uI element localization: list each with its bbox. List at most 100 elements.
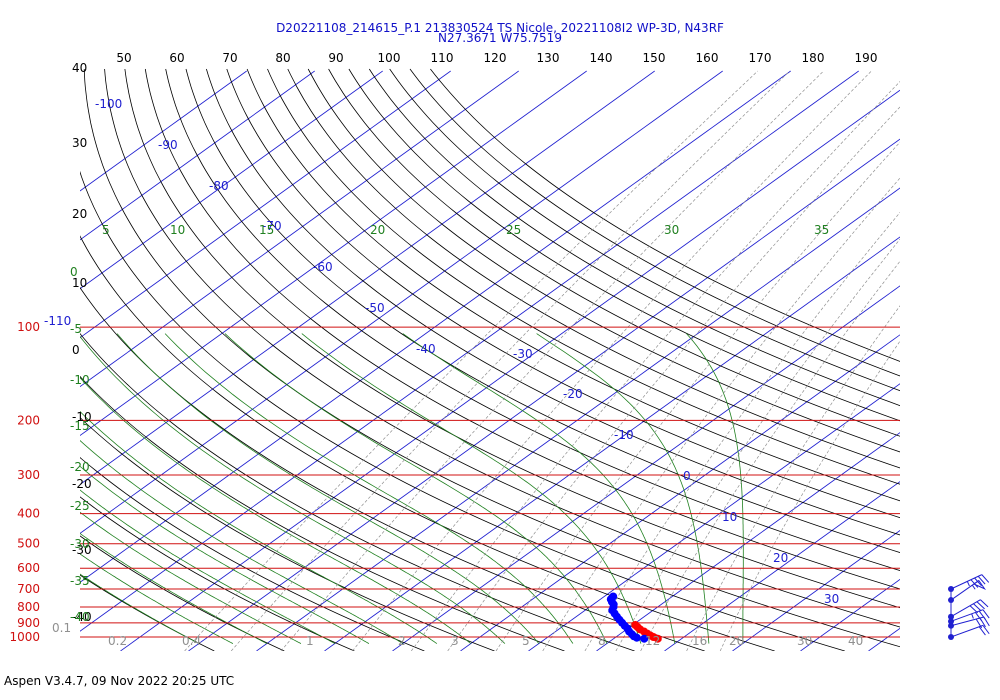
- isotherm-line: [460, 334, 900, 651]
- moist-adiabat-line: [80, 335, 506, 644]
- dry-adiabat-line: [307, 68, 900, 453]
- chart-subtitle: N27.3671 W75.7519: [438, 31, 562, 45]
- wind-barb-flag: [982, 609, 990, 619]
- isotherm-inline-label: -60: [313, 260, 333, 274]
- mixing-ratio-label: 16: [692, 634, 707, 648]
- isotherm-top-label: 170: [749, 51, 772, 65]
- moist-adiabat-line: [80, 489, 336, 644]
- moist-adiabat-line: [80, 573, 200, 644]
- isotherm-inline-label: -40: [416, 342, 436, 356]
- isotherm-top-label: 130: [537, 51, 560, 65]
- wind-barb-staff: [950, 609, 984, 622]
- wind-barb: [948, 574, 990, 592]
- isotherm-line: [80, 70, 451, 339]
- pressure-label-700: 700: [17, 582, 40, 596]
- moist-adiabat-top-label: 30: [664, 223, 679, 237]
- mixing-ratio-label: 0.1: [52, 621, 71, 635]
- left-isotherm-label: -10: [72, 410, 92, 424]
- isotherm-line: [732, 530, 900, 651]
- left-isotherm-label: 10: [72, 276, 87, 290]
- isotherm-inline-label: 0: [683, 469, 691, 483]
- isotherm-line: [80, 70, 723, 534]
- dry-adiabat-line: [144, 68, 900, 590]
- moist-adiabat-line: [80, 511, 302, 644]
- wind-barb-staff: [950, 624, 984, 638]
- isotherm-inline-label: 20: [773, 551, 788, 565]
- wind-barb-flag: [973, 603, 982, 612]
- moist-adiabat-line: [402, 333, 676, 644]
- isotherm-inline-label: -10: [614, 428, 634, 442]
- wind-barb-flag: [982, 625, 990, 635]
- isotherm-inline-label: -100: [95, 97, 122, 111]
- isotherm-inline-label: -30: [513, 347, 533, 361]
- wind-barb-pennant: [972, 579, 987, 590]
- dry-adiabat-line: [409, 68, 900, 377]
- pressure-label-500: 500: [17, 537, 40, 551]
- moist-adiabat-left-label: 0: [70, 265, 78, 279]
- isotherm-inline-label: -70: [262, 219, 282, 233]
- pressure-label-extra: -110: [44, 314, 71, 328]
- moist-adiabat-line: [80, 553, 234, 644]
- wind-barb-flag: [976, 601, 985, 610]
- isotherm-line: [80, 70, 519, 388]
- dewpoint-point: [640, 634, 649, 643]
- pressure-label-200: 200: [17, 413, 40, 427]
- isotherm-line: [80, 70, 247, 192]
- mixing-ratio-label: 5: [522, 634, 530, 648]
- temperature-point: [631, 621, 640, 629]
- isotherm-top-label: 50: [116, 51, 131, 65]
- dry-adiabat-line: [328, 68, 900, 437]
- isotherm-line: [324, 236, 900, 651]
- moist-adiabat-line: [116, 333, 540, 644]
- moist-adiabat-line: [686, 333, 744, 644]
- moist-adiabat-left-label: -30: [70, 537, 90, 551]
- moist-adiabat-top-label: 20: [370, 223, 385, 237]
- mixing-ratio-label: 40: [848, 634, 863, 648]
- isotherm-line: [868, 627, 900, 651]
- moist-adiabat-top-label: 10: [170, 223, 185, 237]
- isotherm-inline-label: -20: [563, 387, 583, 401]
- dry-adiabat-line: [226, 68, 900, 519]
- isotherm-top-label: 90: [328, 51, 343, 65]
- isotherm-line: [80, 70, 859, 632]
- mixing-ratio-line: [584, 211, 900, 651]
- dry-adiabat-line: [165, 68, 900, 571]
- isotherm-line: [80, 70, 315, 241]
- moist-adiabat-line: [80, 532, 268, 644]
- isotherm-line: [800, 578, 900, 651]
- pressure-label-400: 400: [17, 507, 40, 521]
- mixing-ratio-line: [230, 70, 790, 651]
- profile-layer: [606, 592, 662, 643]
- wind-barb: [948, 579, 987, 604]
- left-isotherm-label: 20: [72, 207, 87, 221]
- pressure-label-900: 900: [17, 616, 40, 630]
- dewpoint-point: [609, 592, 618, 601]
- isotherm-top-label: 110: [431, 51, 454, 65]
- mixing-ratio-label: 12: [645, 634, 660, 648]
- pressure-label-1000: 1000: [9, 630, 40, 644]
- mixing-ratio-line: [352, 70, 872, 651]
- left-isotherm-label: 0: [72, 343, 80, 357]
- mixing-ratio-line: [542, 177, 900, 651]
- wind-barb-half-flag: [971, 584, 976, 590]
- moist-adiabat-left-label: -40: [70, 610, 90, 624]
- mixing-ratio-label: 1: [306, 634, 314, 648]
- wind-barb-staff: [950, 599, 981, 618]
- isotherm-line: [528, 383, 900, 651]
- wind-barb-flag: [974, 577, 982, 587]
- isotherm-line: [188, 138, 900, 651]
- dry-adiabat-line: [80, 535, 285, 651]
- moist-adiabat-top-label: 15: [259, 223, 274, 237]
- mixing-ratio-label: 8: [598, 634, 606, 648]
- dry-adiabat-line: [80, 235, 775, 651]
- isotherm-top-label: 70: [222, 51, 237, 65]
- moist-adiabat-line: [164, 333, 574, 644]
- isotherm-inline-label: 10: [722, 510, 737, 524]
- wind-barb-staff: [950, 574, 983, 590]
- footer-version: Aspen V3.4.7, 09 Nov 2022 20:25 UTC: [4, 674, 235, 688]
- dry-adiabat-line: [287, 68, 900, 469]
- mixing-ratio-line: [640, 260, 900, 651]
- grid-layer: [80, 68, 900, 651]
- isotherm-top-label: 160: [696, 51, 719, 65]
- mixing-ratio-line: [184, 70, 758, 651]
